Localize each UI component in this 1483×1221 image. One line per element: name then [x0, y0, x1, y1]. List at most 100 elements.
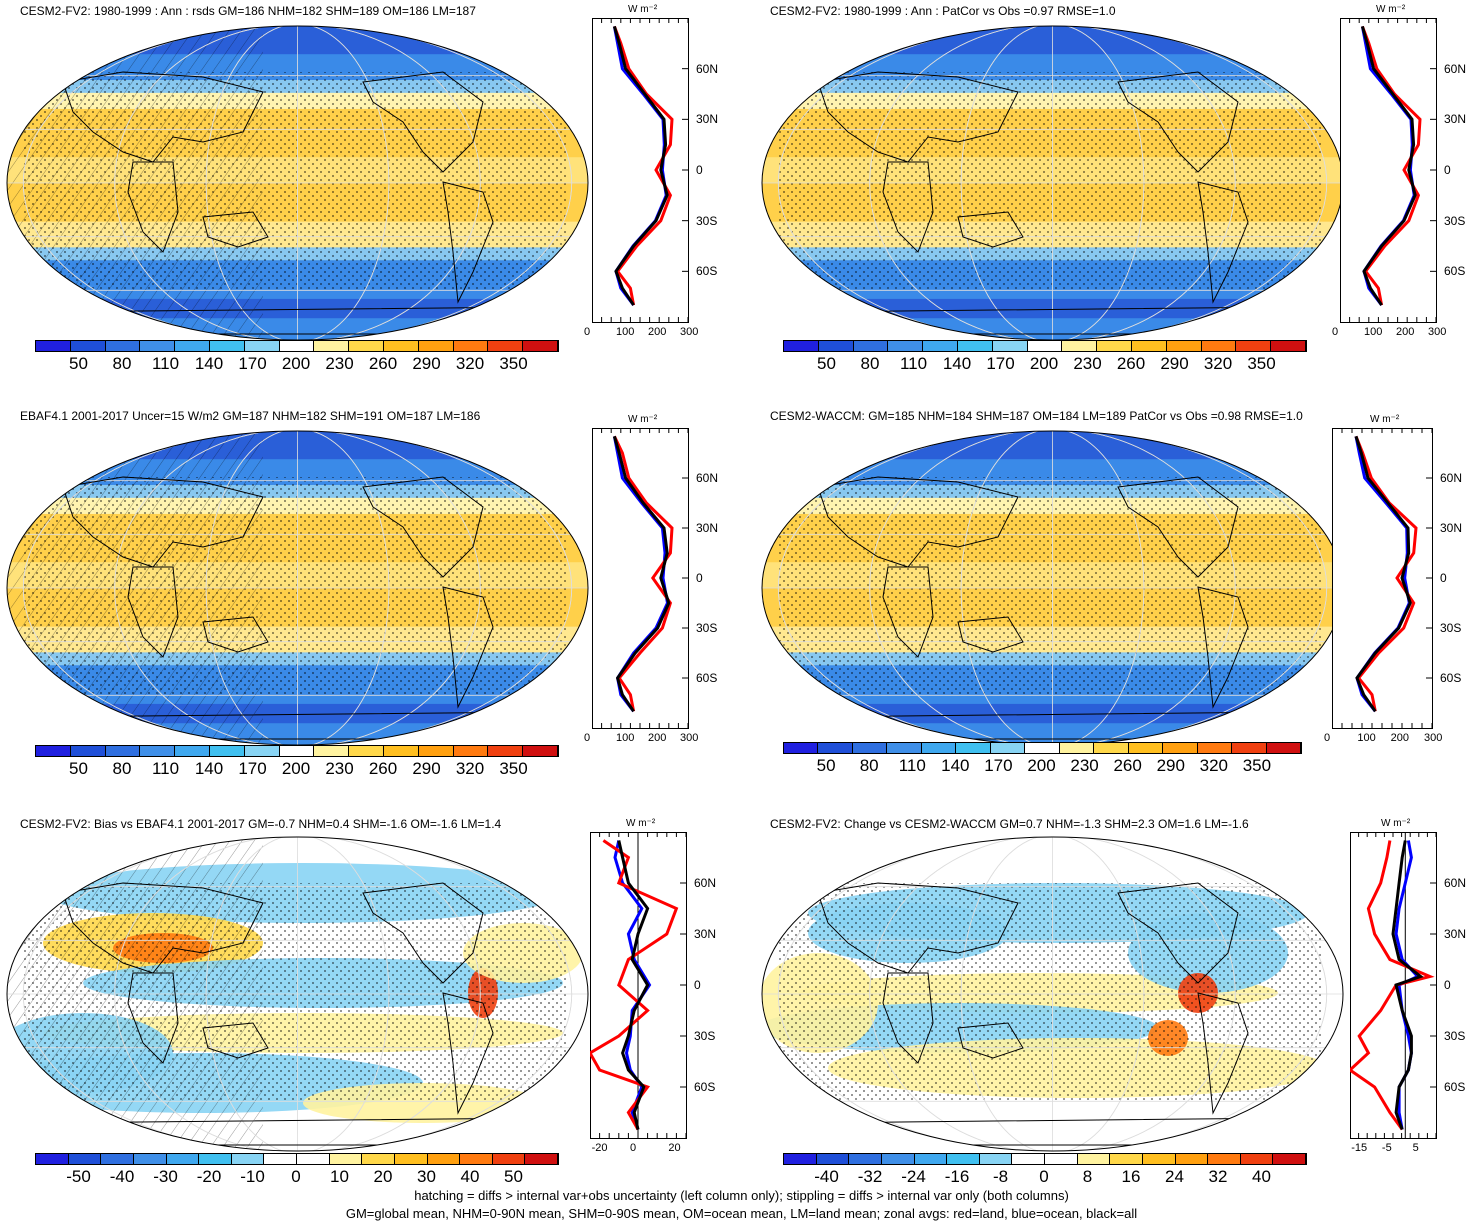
zonal-tick-label: 0	[584, 732, 591, 744]
lat-label: 30S	[696, 621, 718, 635]
lat-label: 60N	[1440, 471, 1463, 485]
colorbar-swatch	[209, 746, 245, 756]
colorbar-swatch	[1062, 341, 1098, 351]
colorbar-label: 50	[816, 756, 836, 775]
colorbar-swatch	[453, 341, 489, 351]
colorbar-swatch	[979, 1154, 1013, 1164]
panel-title: CESM2-FV2: 1980-1999 : Ann : PatCor vs O…	[770, 4, 1116, 18]
colorbar-swatch	[166, 1154, 200, 1164]
colorbar-label: 50	[69, 759, 88, 778]
colorbar-swatch	[140, 341, 176, 351]
unit-label: W m⁻²	[1381, 818, 1411, 829]
colorbar-swatch	[914, 1154, 948, 1164]
lat-label: 30N	[1444, 927, 1467, 941]
colorbar-label: 290	[412, 759, 441, 778]
colorbar-label: 200	[281, 354, 311, 373]
colorbar-label: 290	[1156, 756, 1185, 775]
colorbar-label: -50	[66, 1167, 91, 1186]
panel-title: EBAF4.1 2001-2017 Uncer=15 W/m2 GM=187 N…	[20, 409, 481, 423]
zonal-tick-label: 0	[630, 1142, 637, 1154]
lat-label: 60S	[696, 671, 718, 685]
colorbar	[783, 742, 1302, 754]
lat-label: 30N	[1444, 112, 1467, 127]
colorbar-swatch	[314, 746, 350, 756]
lat-label: 30N	[696, 112, 719, 127]
zonal-tick-label: 200	[1390, 732, 1410, 744]
lat-label: 30N	[696, 521, 719, 535]
lat-label: 60S	[1444, 1080, 1466, 1094]
colorbar	[35, 1153, 559, 1165]
colorbar-swatch	[1077, 1154, 1111, 1164]
lat-label: 30S	[694, 1029, 716, 1043]
colorbar-label: 140	[941, 756, 970, 775]
lat-label: 0	[1444, 978, 1451, 992]
colorbar-label: 16	[1121, 1167, 1141, 1186]
colorbar-swatch	[956, 743, 991, 753]
zonal-mean-plot	[592, 18, 689, 323]
colorbar-label: 260	[368, 759, 398, 778]
colorbar-label: 32	[1208, 1167, 1228, 1186]
world-map	[761, 836, 1344, 1152]
colorbar-swatch	[383, 341, 419, 351]
colorbar-label: 350	[499, 354, 528, 373]
lat-label: 60S	[694, 1080, 716, 1094]
colorbar-swatch	[297, 1154, 330, 1164]
colorbar-label: 110	[151, 759, 180, 778]
zonal-line-all	[1354, 435, 1412, 713]
colorbar-swatch	[1271, 341, 1306, 351]
colorbar	[783, 340, 1307, 352]
colorbar-swatch	[1208, 1154, 1241, 1164]
colorbar-swatch	[523, 746, 558, 756]
lat-label: 0	[1444, 163, 1451, 177]
colorbar-label: -10	[240, 1167, 265, 1186]
colorbar-swatch	[1163, 743, 1198, 753]
colorbar-swatch	[1059, 743, 1095, 753]
lat-label: 30S	[1444, 213, 1466, 228]
lat-label: 30S	[1440, 621, 1462, 635]
zonal-line-all	[612, 25, 669, 306]
map-panel-1: CESM2-FV2: 1980-1999 : Ann : rsds GM=186…	[0, 0, 730, 395]
colorbar-swatch	[923, 341, 958, 351]
colorbar-swatch	[921, 743, 957, 753]
colorbar-label: 200	[281, 759, 311, 778]
colorbar-label: 320	[1203, 354, 1233, 373]
colorbar-swatch	[1266, 743, 1302, 753]
zonal-tick-label: 0	[1324, 732, 1331, 744]
colorbar-label: 260	[1113, 756, 1142, 775]
lat-label: 60N	[694, 876, 717, 890]
colorbar-label: 110	[899, 354, 928, 373]
colorbar-swatch	[1027, 341, 1063, 351]
colorbar-label: 40	[460, 1167, 480, 1186]
lat-label: 60S	[1440, 671, 1462, 685]
zonal-tick-label: 300	[1424, 732, 1443, 744]
map-panel-5: CESM2-FV2: Bias vs EBAF4.1 2001-2017 GM=…	[0, 815, 730, 1210]
colorbar-swatch	[394, 1154, 428, 1164]
panel-title: CESM2-FV2: Bias vs EBAF4.1 2001-2017 GM=…	[20, 817, 502, 831]
map-panel-3: EBAF4.1 2001-2017 Uncer=15 W/m2 GM=187 N…	[0, 405, 730, 800]
unit-label: W m⁻²	[1370, 414, 1400, 425]
colorbar-label: -30	[153, 1167, 178, 1186]
colorbar-swatch	[1175, 1154, 1209, 1164]
colorbar-label: 140	[942, 354, 972, 373]
colorbar	[783, 1153, 1307, 1165]
panel-title: CESM2-FV2: Change vs CESM2-WACCM GM=0.7 …	[770, 817, 1249, 831]
lat-label: 0	[694, 978, 701, 992]
colorbar-swatch	[279, 746, 315, 756]
world-map	[6, 430, 589, 746]
colorbar-swatch	[264, 1154, 297, 1164]
zonal-line-all	[617, 840, 650, 1130]
lat-label: 60N	[696, 471, 719, 485]
colorbar-swatch	[329, 1154, 363, 1164]
colorbar-swatch	[957, 341, 993, 351]
zonal-line-all	[1391, 840, 1424, 1131]
colorbar-swatch	[888, 341, 924, 351]
colorbar-label: 170	[238, 759, 267, 778]
colorbar-label: 50	[69, 354, 88, 373]
unit-label: W m⁻²	[628, 4, 658, 15]
colorbar-label: 80	[112, 354, 132, 373]
colorbar-label: 350	[1242, 756, 1272, 775]
colorbar-label: 0	[291, 1167, 301, 1186]
colorbar-swatch	[492, 1154, 526, 1164]
colorbar-swatch	[1236, 341, 1272, 351]
colorbar-swatch	[992, 341, 1028, 351]
